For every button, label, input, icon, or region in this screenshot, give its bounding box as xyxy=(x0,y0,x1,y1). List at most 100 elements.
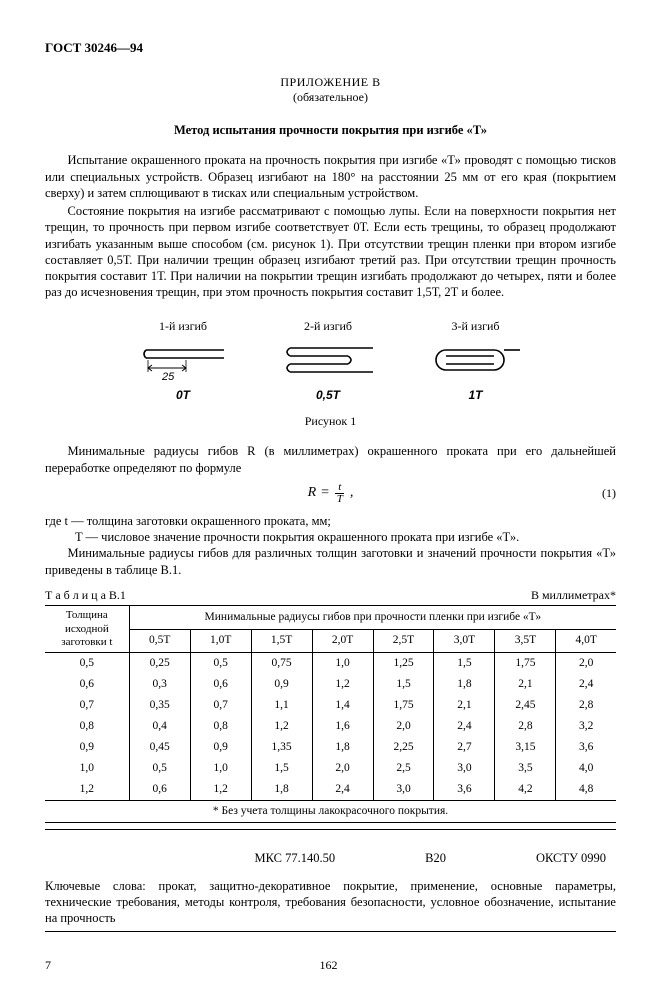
table-cell: 1,8 xyxy=(312,737,373,758)
table-cell: 2,8 xyxy=(556,695,616,716)
table-col: 3,0Т xyxy=(434,629,495,652)
bend-3: 3-й изгиб 1Т xyxy=(428,319,523,404)
bend-1-icon: 25 xyxy=(138,342,228,382)
formula-row: R = t T , (1) xyxy=(45,482,616,505)
table-cell: 0,6 xyxy=(129,779,190,800)
table-cell: 1,6 xyxy=(312,716,373,737)
table-spanhead: Минимальные радиусы гибов при прочности … xyxy=(129,606,616,629)
table-cell: 2,1 xyxy=(434,695,495,716)
table-cell-t: 0,9 xyxy=(45,737,129,758)
table-cell: 0,4 xyxy=(129,716,190,737)
table-cell: 1,4 xyxy=(312,695,373,716)
table-cell: 0,25 xyxy=(129,653,190,674)
appendix-label: ПРИЛОЖЕНИЕ В xyxy=(45,75,616,91)
body-paragraph: Минимальные радиусы гибов для различных … xyxy=(45,545,616,578)
appendix-note: (обязательное) xyxy=(45,90,616,106)
table-cell: 1,0 xyxy=(312,653,373,674)
table-col: 1,0Т xyxy=(190,629,251,652)
table-cell: 3,6 xyxy=(434,779,495,800)
bend-2-icon xyxy=(278,342,378,382)
table-col: 0,5Т xyxy=(129,629,190,652)
table-cell: 1,75 xyxy=(373,695,434,716)
table-footnote: * Без учета толщины лакокрасочного покры… xyxy=(45,800,616,822)
table-cell: 2,45 xyxy=(495,695,556,716)
bend-1: 1-й изгиб 25 0Т xyxy=(138,319,228,404)
table-cell: 1,5 xyxy=(251,758,312,779)
table-col: 2,5Т xyxy=(373,629,434,652)
table-cell: 1,8 xyxy=(434,674,495,695)
table-cell: 1,0 xyxy=(190,758,251,779)
bend-bot-label: 0,5Т xyxy=(316,388,340,404)
table-cell: 0,3 xyxy=(129,674,190,695)
table-cell: 2,7 xyxy=(434,737,495,758)
figure-1: 1-й изгиб 25 0Т 2-й изгиб xyxy=(45,319,616,430)
table-cell: 1,8 xyxy=(251,779,312,800)
equation-number: (1) xyxy=(602,486,616,502)
formula-eq: = xyxy=(320,484,329,502)
table-cell: 2,0 xyxy=(373,716,434,737)
where-line: где t — толщина заготовки окрашенного пр… xyxy=(45,513,616,529)
table-cell: 1,5 xyxy=(434,653,495,674)
dim-25: 25 xyxy=(161,371,175,382)
table-cell: 0,5 xyxy=(129,758,190,779)
formula-punct: , xyxy=(350,484,354,502)
formula-lhs: R xyxy=(308,484,317,502)
body-paragraph: Минимальные радиусы гибов R (в миллиметр… xyxy=(45,443,616,476)
table-cell-t: 1,0 xyxy=(45,758,129,779)
table-cell: 2,4 xyxy=(434,716,495,737)
table-cell: 4,8 xyxy=(556,779,616,800)
table-cell: 1,25 xyxy=(373,653,434,674)
bend-3-icon xyxy=(428,342,523,382)
table-cell: 4,2 xyxy=(495,779,556,800)
figure-caption: Рисунок 1 xyxy=(45,414,616,430)
table-cell: 3,0 xyxy=(434,758,495,779)
table-caption-left: Т а б л и ц а В.1 xyxy=(45,588,126,604)
bend-top-label: 1-й изгиб xyxy=(159,319,207,335)
keywords: Ключевые слова: прокат, защитно-декорати… xyxy=(45,878,616,927)
table-rowhead: Толщина исходной заготовки t xyxy=(45,606,129,652)
table-cell: 1,2 xyxy=(251,716,312,737)
table-cell: 1,2 xyxy=(312,674,373,695)
table-cell: 3,6 xyxy=(556,737,616,758)
table-b1: Толщина исходной заготовки t Минимальные… xyxy=(45,605,616,829)
body-paragraph: Состояние покрытия на изгибе рассматрива… xyxy=(45,203,616,301)
table-cell: 0,9 xyxy=(251,674,312,695)
formula-fraction: t T xyxy=(334,482,346,505)
table-cell: 2,4 xyxy=(556,674,616,695)
table-cell: 1,1 xyxy=(251,695,312,716)
table-cell: 2,5 xyxy=(373,758,434,779)
b20-code: В20 xyxy=(425,850,446,866)
okstu-code: ОКСТУ 0990 xyxy=(536,850,606,866)
page-center: 162 xyxy=(51,958,606,974)
table-cell: 2,8 xyxy=(495,716,556,737)
table-cell-t: 1,2 xyxy=(45,779,129,800)
page-footer: 7 162 xyxy=(45,958,616,974)
mks-code: МКС 77.140.50 xyxy=(255,850,336,866)
table-cell-t: 0,7 xyxy=(45,695,129,716)
table-cell: 1,2 xyxy=(190,779,251,800)
table-cell: 1,35 xyxy=(251,737,312,758)
classification-row: МКС 77.140.50 В20 ОКСТУ 0990 xyxy=(45,850,616,866)
table-col: 3,5Т xyxy=(495,629,556,652)
table-cell: 0,75 xyxy=(251,653,312,674)
table-cell-t: 0,8 xyxy=(45,716,129,737)
table-cell: 4,0 xyxy=(556,758,616,779)
bend-top-label: 3-й изгиб xyxy=(451,319,499,335)
table-cell: 0,7 xyxy=(190,695,251,716)
table-cell: 0,8 xyxy=(190,716,251,737)
bend-2: 2-й изгиб 0,5Т xyxy=(278,319,378,404)
table-cell: 1,75 xyxy=(495,653,556,674)
table-cell: 3,5 xyxy=(495,758,556,779)
table-cell: 2,4 xyxy=(312,779,373,800)
formula-den: T xyxy=(334,494,346,505)
standard-code: ГОСТ 30246—94 xyxy=(45,40,616,57)
table-col: 1,5Т xyxy=(251,629,312,652)
table-col: 4,0Т xyxy=(556,629,616,652)
where-line: T — числовое значение прочности покрытия… xyxy=(45,529,616,545)
table-cell: 2,1 xyxy=(495,674,556,695)
table-cell: 2,0 xyxy=(556,653,616,674)
method-title: Метод испытания прочности покрытия при и… xyxy=(45,122,616,138)
table-cell: 3,15 xyxy=(495,737,556,758)
table-caption-right: В миллиметрах* xyxy=(531,588,616,604)
bend-top-label: 2-й изгиб xyxy=(304,319,352,335)
